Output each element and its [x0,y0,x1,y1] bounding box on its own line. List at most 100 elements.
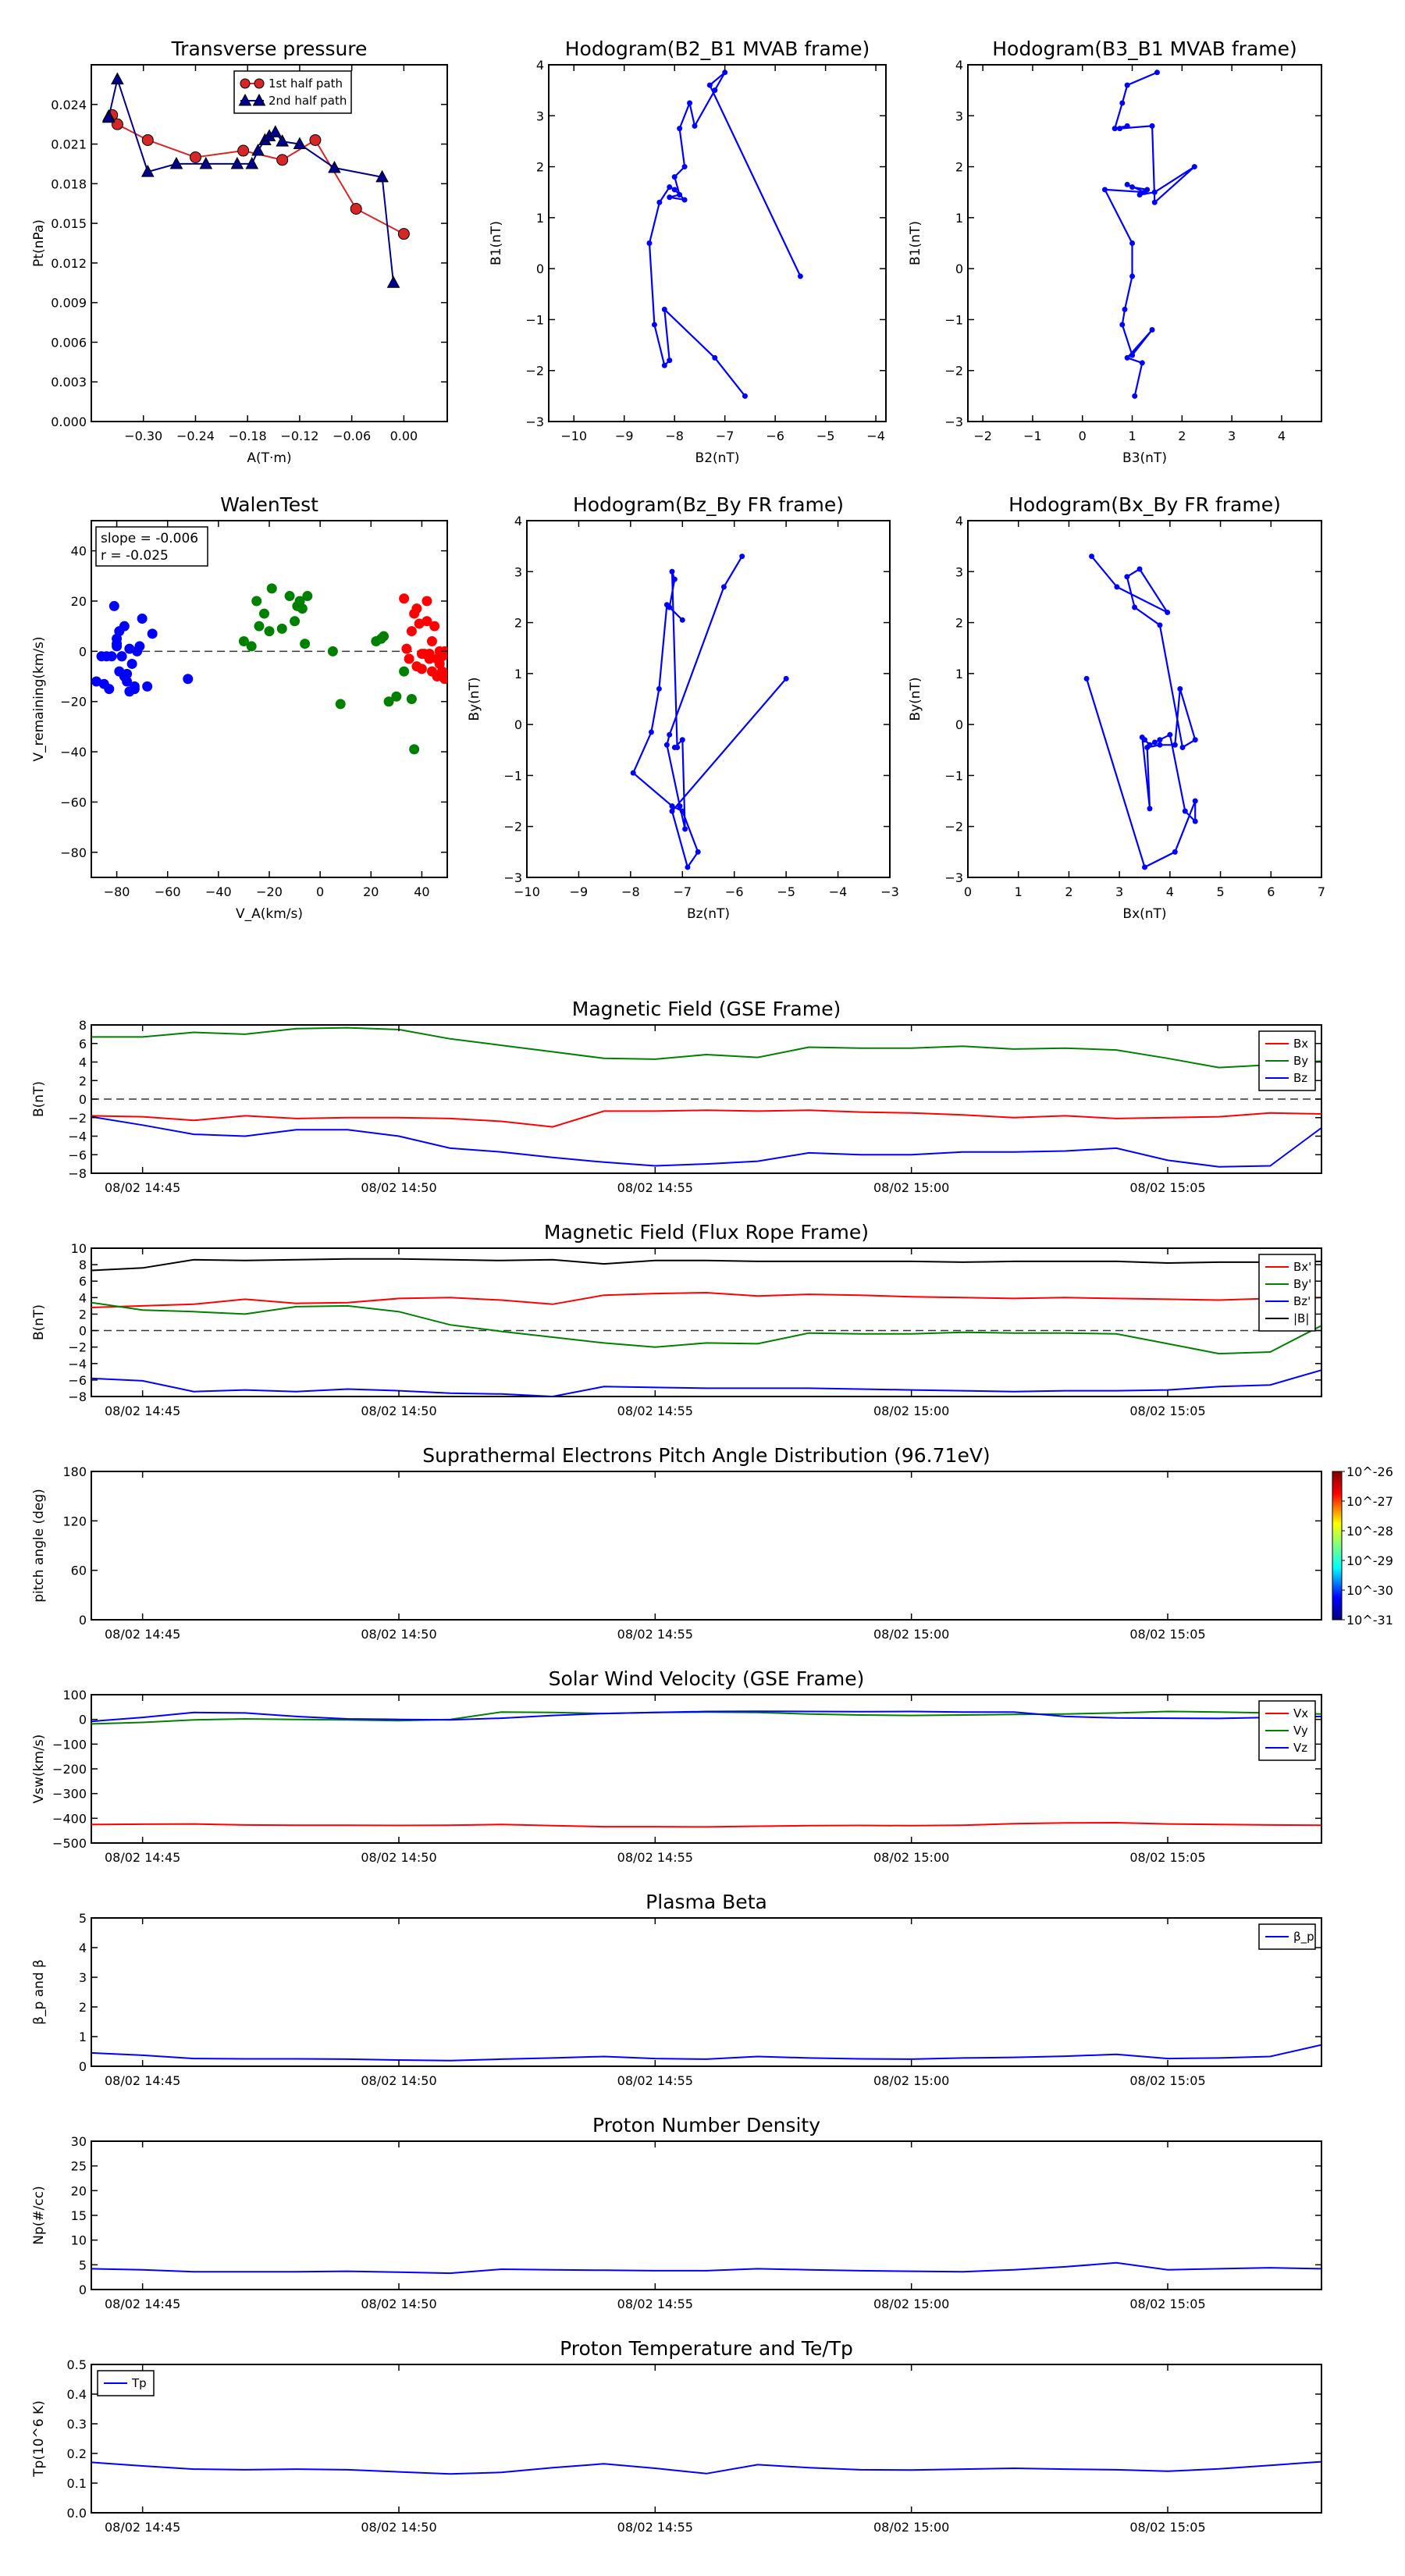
x-axis-label: B2(nT) [695,450,740,466]
y-tick-label: 2 [536,160,544,175]
y-tick-label: 0.3 [67,2417,87,2432]
chart-beta: Plasma Beta 0 1 2 3 4 5 08/02 14:45 08/02 14:50 0… [31,1891,1322,2088]
plot-area [91,2044,1321,2062]
data-point [783,675,789,681]
data-point [238,635,249,646]
chart-np: Proton Number Density 0 5 10 15 20 25 30 08/02 1… [31,2114,1322,2311]
y-axis-label: By(nT) [467,677,482,720]
data-point [429,621,440,632]
data-point [630,770,636,776]
data-point [276,134,290,147]
x-tick-label: 08/02 14:55 [617,1180,693,1195]
y-tick-label: 100 [62,1688,87,1703]
y-axis-label: β_p and β [31,1959,47,2025]
data-point [669,808,675,814]
data-point [1114,584,1120,590]
x-tick-label: 08/02 15:05 [1129,1850,1205,1865]
y-tick-label: −400 [52,1811,87,1826]
plot-area [91,583,447,755]
chart-mf_fr: Magnetic Field (Flux Rope Frame) −8−6−4 −2… [31,1221,1322,1418]
x-axis-label: B3(nT) [1122,450,1167,466]
chart-title: Proton Temperature and Te/Tp [560,2337,853,2360]
x-tick-label: 4 [1278,429,1286,443]
data-point [1124,123,1130,129]
data-point [397,228,410,240]
plot-area [101,72,410,288]
data-point [199,156,213,169]
y-tick-label: 0 [79,1613,87,1628]
y-tick-label: −80 [60,845,87,860]
legend-label: Vx [1293,1706,1308,1720]
data-point [189,151,201,163]
data-point [327,646,338,656]
data-point [671,745,678,751]
legend: Vx Vy Vz [1258,1700,1316,1761]
data-point [442,668,447,679]
chart-title: Magnetic Field (GSE Frame) [572,998,841,1020]
data-point [399,666,410,677]
annotation-text: r = -0.025 [101,548,169,564]
y-tick-label: −1 [503,768,522,783]
y-tick-label: 1 [536,211,544,226]
legend-label: Vz [1293,1741,1307,1755]
series-line-Bx [91,1109,1321,1128]
x-axis-label: A(T·m) [247,450,291,466]
chart-title: Hodogram(B2_B1 MVAB frame) [565,37,870,60]
y-tick-label: 8 [79,1018,87,1033]
y-tick-label: 1 [955,211,963,226]
y-tick-label: −2 [68,1111,87,1126]
y-tick-label: 4 [536,58,544,73]
y-tick-label: 3 [536,109,544,123]
data-point [1139,360,1145,366]
chart-title: Magnetic Field (Flux Rope Frame) [544,1221,869,1244]
y-tick-label: 4 [514,514,522,528]
y-tick-label: −100 [52,1737,87,1752]
data-point [1112,126,1118,132]
data-point [246,641,257,652]
chart-h1: Hodogram(B2_B1 MVAB frame)−3−2−101234−10… [489,37,887,466]
x-axis-label: V_A(km/s) [236,906,303,922]
data-point [1129,240,1136,246]
series-line-hodogram [648,71,802,397]
y-tick-label: 0 [514,717,522,732]
y-tick-label: 0.000 [51,415,87,429]
data-point [661,306,667,312]
data-point [667,731,673,738]
y-tick-label: 0.021 [51,137,87,152]
legend: 1st half path 2nd half path [233,70,352,114]
y-tick-label: 0.024 [51,98,87,112]
y-axis-label: pitch angle (deg) [31,1489,47,1603]
data-point [1144,745,1151,751]
data-point [648,729,654,735]
y-tick-label: 0.009 [51,296,87,311]
data-point [687,100,693,106]
x-tick-label: 08/02 14:45 [105,2520,180,2535]
legend-label: Tp [131,2376,147,2390]
legend: Bx By Bz [1258,1030,1316,1091]
x-tick-label: 0 [964,884,972,899]
data-point [422,616,432,627]
colorbar [1332,1471,1343,1621]
x-tick-label: 6 [1267,884,1275,899]
data-point [1177,685,1183,692]
x-tick-label: 08/02 15:00 [873,2073,949,2088]
chart-title: Hodogram(Bz_By FR frame) [573,493,844,516]
x-tick-label: 5 [1216,884,1224,899]
x-tick-label: −0.06 [333,429,371,443]
data-point [1172,849,1178,855]
legend-label: 1st half path [269,76,343,91]
y-tick-label: 0.4 [67,2387,87,2402]
x-tick-label: −7 [673,884,692,899]
data-point [1101,187,1108,193]
data-point [119,621,130,632]
data-point [1151,199,1158,205]
data-point [1129,273,1136,279]
x-tick-label: 40 [414,884,429,899]
data-point [140,165,155,177]
y-tick-label: 2 [79,2000,87,2015]
plot-area [1083,553,1198,870]
series-line-Tp [91,2460,1321,2475]
y-tick-label: 20 [71,594,87,609]
data-point [1154,69,1160,76]
data-point [667,194,673,201]
